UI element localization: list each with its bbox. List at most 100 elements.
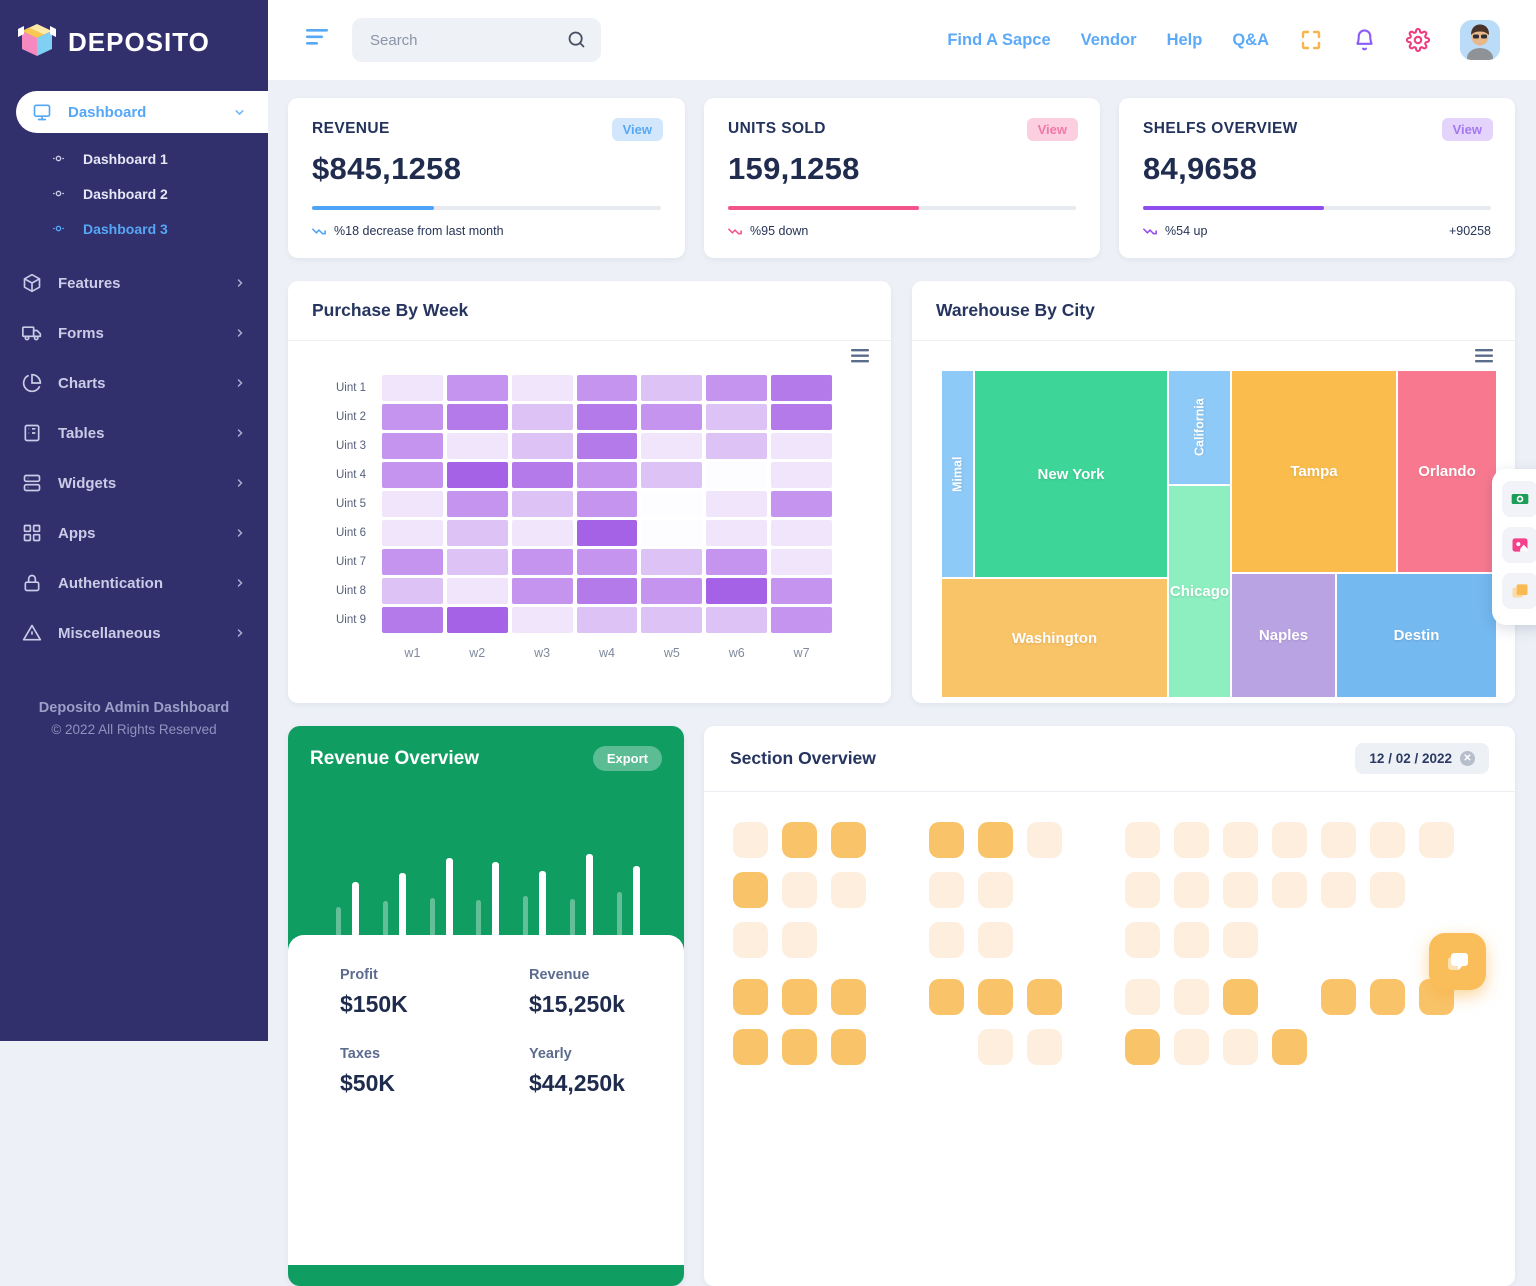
heatmap-cell: [706, 520, 767, 546]
heatmap-cell: [577, 578, 638, 604]
sidebar-item-dashboard-3[interactable]: Dashboard 3: [0, 211, 268, 246]
heatmap-cell: [577, 491, 638, 517]
gear-icon[interactable]: [1406, 28, 1430, 52]
sidebar-item-widgets[interactable]: Widgets: [0, 458, 268, 508]
shelfs-overview-card: SHELFS OVERVIEW View 84,9658 %54 up +902…: [1119, 98, 1515, 258]
seat-row: [733, 922, 866, 958]
chat-bubble-icon: [1444, 948, 1472, 976]
link-vendor[interactable]: Vendor: [1081, 31, 1137, 50]
seat-row: [733, 1029, 866, 1065]
seat: [1223, 979, 1258, 1015]
revenue-bar: [446, 858, 453, 937]
sidebar-item-tables[interactable]: Tables: [0, 408, 268, 458]
heatmap-cell: [577, 375, 638, 401]
link-qa[interactable]: Q&A: [1232, 31, 1269, 50]
stat-taxes: Taxes $50K: [340, 1046, 529, 1097]
seat: [1370, 922, 1405, 958]
hamburger-menu-icon[interactable]: [306, 28, 330, 53]
link-help[interactable]: Help: [1167, 31, 1203, 50]
revenue-bar-group: [430, 858, 453, 937]
chevron-right-icon: [234, 327, 246, 339]
heatmap-cell: [382, 462, 443, 488]
fullscreen-icon[interactable]: [1299, 28, 1323, 52]
heatmap-cell: [771, 578, 832, 604]
seat-cluster: [929, 822, 1062, 1079]
heatmap-cell: [706, 433, 767, 459]
heatmap-col-label: w6: [706, 636, 767, 660]
chart-menu-icon[interactable]: [851, 349, 869, 368]
sidebar-item-features[interactable]: Features: [0, 258, 268, 308]
heatmap-cell: [382, 404, 443, 430]
seat: [1174, 872, 1209, 908]
copy-tool-button[interactable]: [1502, 573, 1536, 609]
revenue-card: REVENUE View $845,1258 %18 decrease from…: [288, 98, 685, 258]
sidebar-item-miscellaneous[interactable]: Miscellaneous: [0, 608, 268, 658]
heatmap-cell: [447, 520, 508, 546]
logo[interactable]: DEPOSITO: [0, 0, 268, 81]
revenue-bar-small: [383, 901, 388, 937]
sidebar-item-dashboard[interactable]: Dashboard: [16, 91, 268, 133]
seat: [1419, 1029, 1454, 1065]
heatmap-col-label: w7: [771, 636, 832, 660]
sidebar-item-charts[interactable]: Charts: [0, 358, 268, 408]
stat-title: SHELFS OVERVIEW: [1143, 120, 1491, 138]
date-filter-chip[interactable]: 12 / 02 / 2022 ✕: [1355, 743, 1489, 774]
heatmap-cell: [641, 375, 702, 401]
heatmap-cell: [512, 578, 573, 604]
revenue-bar: [492, 862, 499, 937]
search-icon[interactable]: [566, 29, 587, 55]
revenue-bar-small: [617, 892, 622, 937]
units-sold-card: UNITS SOLD View 159,1258 %95 down: [704, 98, 1100, 258]
sidebar-item-dashboard-2[interactable]: Dashboard 2: [0, 176, 268, 211]
export-button[interactable]: Export: [593, 746, 662, 771]
progress-fill: [728, 206, 919, 210]
link-find-a-space[interactable]: Find A Sapce: [947, 31, 1050, 50]
heatmap-cell: [382, 375, 443, 401]
seat: [929, 872, 964, 908]
heatmap-cell: [577, 404, 638, 430]
view-button[interactable]: View: [1442, 118, 1493, 141]
stat-note-text: %54 up: [1165, 224, 1207, 238]
heatmap-cell: [382, 433, 443, 459]
heatmap-corner: [322, 636, 378, 660]
seat: [831, 922, 866, 958]
cash-tool-button[interactable]: [1502, 481, 1536, 517]
close-icon[interactable]: ✕: [1460, 751, 1475, 766]
sidebar-nav: Dashboard Dashboard 1 Dashboard 2 Dashbo…: [0, 91, 268, 658]
revenue-bar-group: [476, 862, 499, 937]
seat: [1370, 872, 1405, 908]
chevron-right-icon: [234, 627, 246, 639]
stat-note-text: %18 decrease from last month: [334, 224, 504, 238]
sidebar: DEPOSITO Dashboard Dashboard 1 Dashboard…: [0, 0, 268, 1041]
search-input[interactable]: [352, 18, 601, 62]
revenue-bar-group: [617, 866, 640, 937]
image-tool-button[interactable]: [1502, 527, 1536, 563]
seat-row: [1125, 822, 1454, 858]
sidebar-item-dashboard-1[interactable]: Dashboard 1: [0, 141, 268, 176]
chat-fab-button[interactable]: [1429, 933, 1486, 990]
heatmap-cell: [447, 404, 508, 430]
seat: [733, 922, 768, 958]
chart-menu-icon[interactable]: [1475, 349, 1493, 368]
seat: [1272, 1029, 1307, 1065]
bell-icon[interactable]: [1353, 28, 1376, 52]
heatmap-cell: [641, 491, 702, 517]
seat: [1027, 872, 1062, 908]
view-button[interactable]: View: [1027, 118, 1078, 141]
sidebar-item-apps[interactable]: Apps: [0, 508, 268, 558]
view-button[interactable]: View: [612, 118, 663, 141]
heatmap-cell: [447, 549, 508, 575]
seat: [1321, 872, 1356, 908]
seat: [1223, 822, 1258, 858]
user-avatar[interactable]: [1460, 20, 1500, 60]
trend-up-icon: [1143, 226, 1157, 236]
sidebar-item-authentication[interactable]: Authentication: [0, 558, 268, 608]
sidebar-item-forms[interactable]: Forms: [0, 308, 268, 358]
seat: [1223, 922, 1258, 958]
treemap-node: Chicago: [1169, 486, 1230, 697]
bullet-icon: [52, 187, 65, 200]
seat: [1272, 979, 1307, 1015]
seat-row: [929, 822, 1062, 858]
stat-title: REVENUE: [312, 120, 661, 138]
seat: [831, 979, 866, 1015]
